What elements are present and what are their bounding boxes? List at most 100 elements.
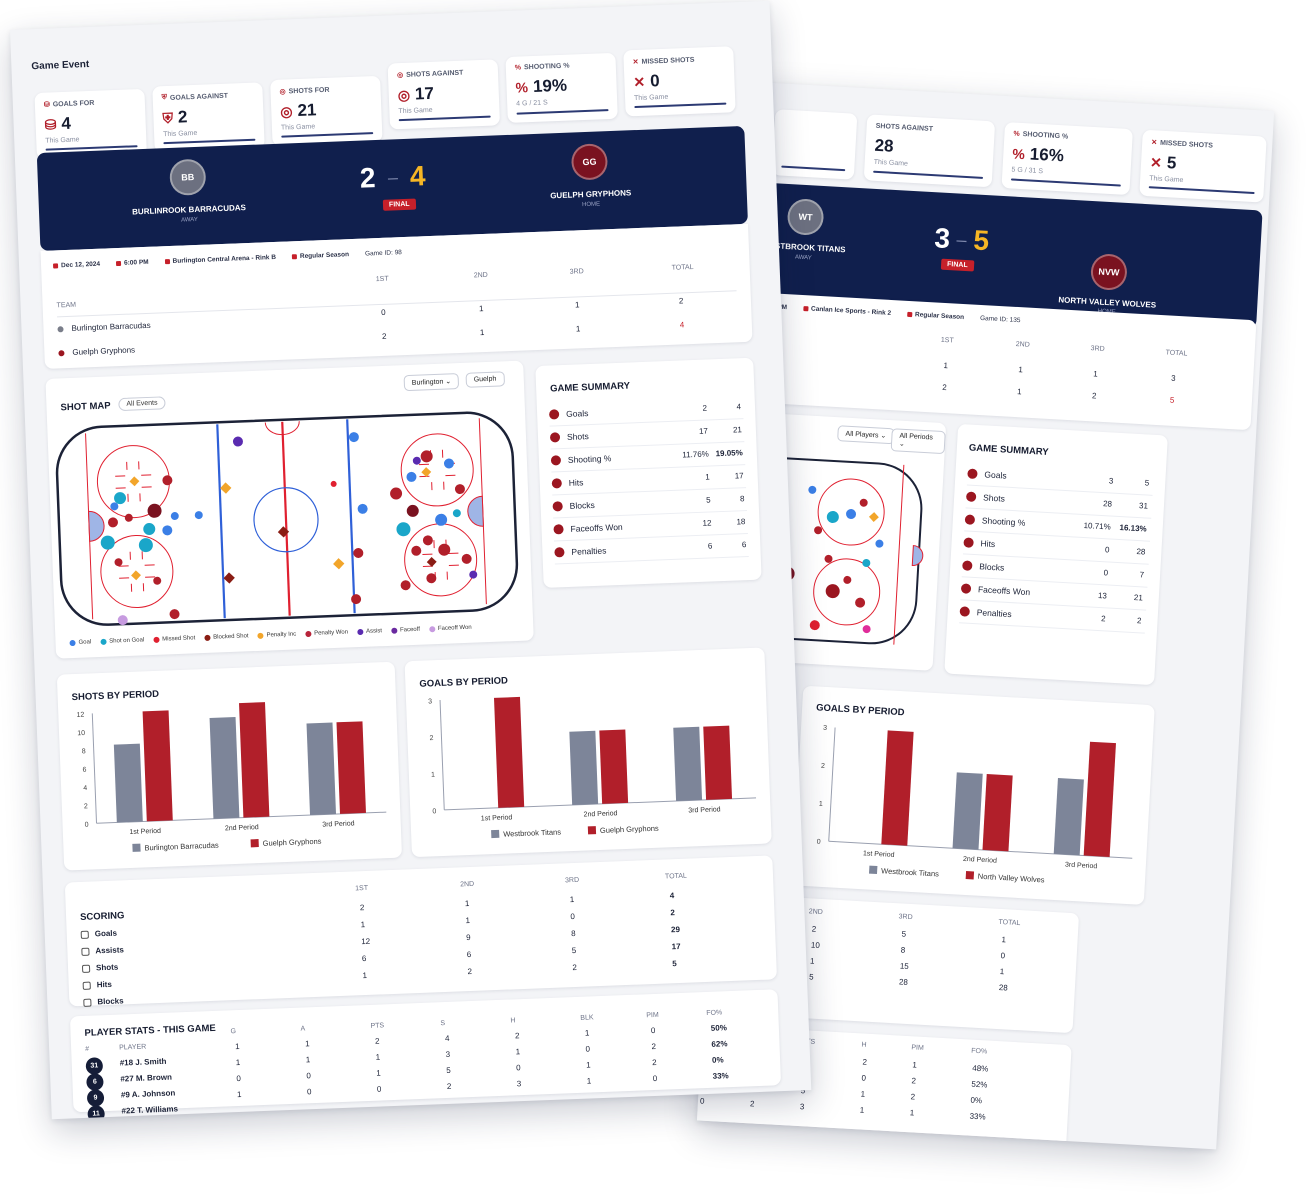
- score-separator: –: [955, 229, 968, 251]
- legend-item: Shot on Goal: [100, 637, 144, 645]
- scoring-cell: 5: [672, 959, 677, 969]
- bar-guelph-gryphons: [142, 710, 173, 822]
- col-3rd: 3RD: [569, 268, 584, 276]
- player-stat-cell: 2: [749, 1099, 755, 1109]
- shots-icon: [81, 964, 91, 973]
- player-stat-cell: 4: [444, 1033, 450, 1044]
- kpi-value: 19%: [532, 75, 568, 96]
- player-stat-cell: 1: [909, 1108, 915, 1118]
- scoring-title: SCORING: [79, 910, 125, 923]
- kpi-label: % Shooting %: [1013, 130, 1069, 141]
- summary-away-value: 2: [1100, 614, 1106, 624]
- shield-icon: ⛨: [162, 109, 174, 126]
- y-tick-label: 2: [429, 735, 433, 742]
- scoring-cell: 6: [466, 949, 472, 960]
- cell: 1: [1092, 369, 1098, 379]
- scoring-cell: 2: [670, 908, 675, 918]
- kpi-value: 0: [649, 71, 660, 91]
- all-events-filter[interactable]: All Events: [118, 396, 166, 412]
- kpi-shooting-pct: % Shooting % % 16% 5 G / 31 S: [1001, 122, 1133, 196]
- scoring-cell: 0: [1000, 951, 1006, 961]
- team-select-burlington[interactable]: Burlington ⌄: [403, 373, 460, 392]
- meta-time: 6:00 PM: [123, 258, 149, 267]
- kpi-row: ✕ 0: [633, 69, 726, 93]
- period-filter-select[interactable]: All Periods ⌄: [890, 428, 946, 455]
- kpi-value: 21: [297, 100, 317, 121]
- scoring-col-header: 2ND: [808, 908, 823, 917]
- summary-label: Shooting %: [981, 515, 1026, 528]
- player-col-header: PIM: [646, 1011, 659, 1020]
- player-filter-select[interactable]: All Players ⌄: [837, 425, 895, 445]
- y-axis: [91, 713, 98, 824]
- summary-home-value: 17: [734, 471, 744, 481]
- team-select-guelph[interactable]: Guelph: [465, 371, 505, 388]
- y-tick-label: 1: [431, 772, 435, 779]
- player-stat-cell: 1: [585, 1060, 591, 1070]
- player-stat-cell: 0: [650, 1025, 656, 1036]
- goals-by-period-chart: 0 1 2 3 1st Period 2nd Period 3rd Period Westbr…: [817, 725, 1133, 885]
- bar-guelph-gryphons: [336, 721, 366, 814]
- scoring-col-header: 3RD: [564, 876, 580, 885]
- kpi-label: ✕ Missed Shots: [1151, 139, 1214, 150]
- player-col-header: PTS: [370, 1022, 385, 1030]
- away-team-logo: WT: [786, 198, 825, 237]
- player-stat-cell: 0: [861, 1073, 867, 1083]
- summary-label: Shooting %: [567, 453, 612, 465]
- blocks-icon: [83, 998, 92, 1007]
- kpi-label-text: Goals For: [52, 99, 95, 108]
- player-stat-cell: 2: [910, 1092, 916, 1102]
- summary-label: Blocks: [569, 499, 595, 511]
- player-col-header: FO%: [706, 1009, 723, 1017]
- scoring-cell: 4: [669, 891, 675, 901]
- y-tick-label: 6: [82, 767, 86, 774]
- player-stat-cell: 3: [445, 1049, 451, 1060]
- meta-season: Regular Season: [299, 251, 350, 261]
- player-stat-cell: 3: [516, 1079, 522, 1089]
- player-name: #22 T. Williams: [121, 1104, 179, 1116]
- player-stat-cell: 1: [305, 1055, 311, 1065]
- bar-burlington-barracudas: [209, 717, 240, 819]
- legend-label: Burlington Barracudas: [144, 841, 219, 853]
- x-axis: [828, 840, 1133, 859]
- legend-swatch: [587, 826, 597, 835]
- scoring-row-hits: Hits: [82, 980, 112, 990]
- summary-home-value: 5: [1144, 478, 1150, 488]
- player-col-header: FO%: [971, 1047, 988, 1056]
- summary-home-value: 21: [1133, 592, 1144, 603]
- kpi-label: % Shooting %: [515, 61, 607, 72]
- kpi-label-text: Shots For: [288, 86, 330, 95]
- team-color-dot: [58, 349, 65, 356]
- legend-swatch: [305, 630, 312, 638]
- scoring-row-goals: Goals: [80, 929, 117, 939]
- cell: 2: [1091, 391, 1097, 401]
- x-tick-label: 3rd Period: [322, 820, 355, 828]
- player-stat-cell: 52%: [971, 1079, 988, 1090]
- legend-label: Penalty Won: [314, 629, 349, 637]
- player-name: #18 J. Smith: [119, 1056, 167, 1068]
- kpi-card-empty: [771, 109, 858, 180]
- blocks-icon: [552, 501, 563, 512]
- legend-label: Penalty Inc: [266, 631, 297, 639]
- x-tick-label: 3rd Period: [688, 806, 721, 814]
- front-report-sheet: Game Event ⛁ Goals For ⛁ 4 This Game ⛨ Goals A…: [10, 0, 812, 1120]
- summary-away-value: 3: [1108, 476, 1114, 486]
- summary-home-value: 4: [736, 402, 742, 412]
- y-tick-label: 4: [83, 785, 87, 792]
- legend-item: Missed Shot: [153, 635, 195, 643]
- col-total: TOTAL: [1165, 349, 1188, 358]
- cell: 1: [1016, 387, 1022, 397]
- scoring-cell: 0: [570, 911, 576, 922]
- faceoffs-won-icon: [553, 524, 564, 535]
- kpi-label-text: Shots Against: [405, 69, 464, 79]
- scoring-cell: 1: [569, 894, 575, 905]
- summary-home-value: 6: [741, 540, 747, 550]
- legend-swatch: [204, 634, 211, 641]
- scoring-cell: 8: [900, 945, 906, 955]
- kpi-row: ◎ 17: [397, 82, 490, 106]
- legend-swatch: [257, 632, 264, 639]
- cell: 1: [943, 360, 949, 371]
- summary-away-value: 28: [1102, 499, 1113, 509]
- legend-label: North Valley Wolves: [978, 872, 1045, 885]
- kpi-card: % Shooting %% 19% 4 G / 21 S: [505, 52, 618, 123]
- bar-north-valley-wolves: [982, 774, 1013, 852]
